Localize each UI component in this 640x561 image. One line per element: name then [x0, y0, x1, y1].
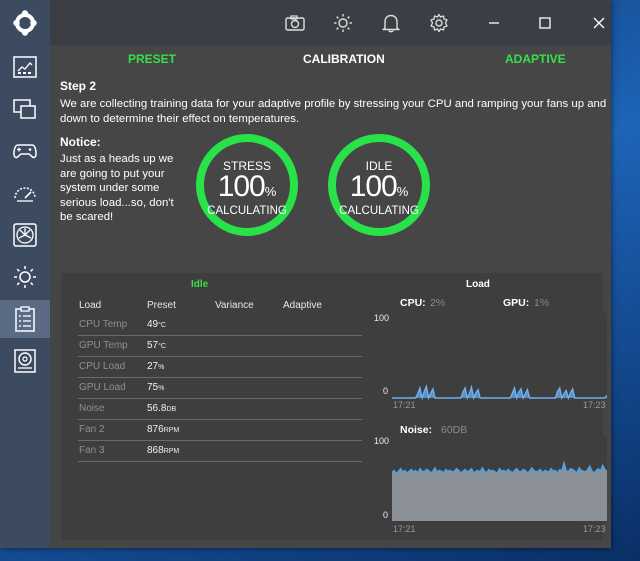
notice-text: Just as a heads up we are going to put y… [60, 153, 174, 223]
app-logo-icon [0, 0, 50, 45]
cpu-label: CPU: [400, 297, 426, 309]
app-window: PRESET CALIBRATION ADAPTIVE Step 2 We ar… [0, 0, 611, 548]
speedometer-icon [14, 187, 36, 202]
row-label: GPU Load [79, 382, 126, 393]
noise-value: 60DB [441, 424, 468, 436]
noise-series-area [392, 462, 607, 521]
sidebar-item-performance[interactable] [0, 174, 50, 212]
table-row: Fan 3 868RPM [78, 441, 362, 462]
step-description: We are collecting training data for your… [60, 98, 607, 125]
gauge-label: STRESS [222, 159, 271, 173]
row-value: 868RPM [147, 445, 180, 456]
close-button[interactable] [589, 13, 609, 33]
column-header-preset: Preset [147, 300, 176, 311]
idle-section-title: Idle [191, 279, 209, 290]
tab-preset[interactable]: PRESET [128, 52, 177, 66]
gpu-value: 1% [534, 297, 550, 309]
row-value: 56.8DB [147, 403, 177, 414]
results-panel: Idle Load Load Preset Variance Adaptive … [61, 273, 607, 540]
noise-series-line [392, 460, 607, 475]
table-row: CPU Load 27% [78, 357, 362, 378]
table-row: Noise 56.8DB [78, 399, 362, 420]
sidebar-item-storage[interactable] [0, 342, 50, 380]
row-label: GPU Temp [79, 340, 128, 351]
sidebar-item-lighting[interactable] [0, 258, 50, 296]
settings-gear-icon[interactable] [429, 13, 449, 33]
gauge-label: IDLE [365, 159, 393, 173]
row-label: CPU Temp [79, 319, 128, 330]
stress-gauge: STRESS 100% CALCULATING [196, 134, 298, 236]
title-bar [0, 0, 611, 45]
y-tick-top: 100 [374, 313, 390, 323]
main-content: PRESET CALIBRATION ADAPTIVE Step 2 We ar… [50, 45, 611, 548]
sidebar-item-profiles[interactable] [0, 300, 50, 338]
y-tick-top: 100 [374, 436, 390, 446]
disk-icon [14, 349, 36, 373]
sidebar-item-cooling[interactable] [0, 216, 50, 254]
row-label: Fan 3 [79, 445, 105, 456]
row-label: Noise [79, 403, 105, 414]
table-row: CPU Temp 49°C [78, 315, 362, 336]
sidebar-item-gaming[interactable] [0, 132, 50, 170]
column-header-load: Load [79, 300, 102, 311]
table-row: GPU Load 75% [78, 378, 362, 399]
sidebar [0, 45, 50, 548]
idle-gauge: IDLE 100% CALCULATING [328, 134, 430, 236]
row-label: Fan 2 [79, 424, 105, 435]
maximize-button[interactable] [535, 13, 555, 33]
dashboard-icon [13, 56, 37, 78]
load-section-title: Load [466, 279, 490, 290]
x-tick-start: 17:21 [393, 524, 416, 534]
column-header-variance: Variance [215, 300, 254, 311]
row-value: 49°C [147, 319, 166, 330]
step-title: Step 2 [60, 79, 97, 93]
table-row: GPU Temp 57°C [78, 336, 362, 357]
cpu-value: 2% [430, 297, 446, 309]
gauge-status: CALCULATING [339, 205, 419, 217]
bell-icon[interactable] [381, 13, 401, 33]
tab-calibration[interactable]: CALIBRATION [303, 52, 385, 66]
x-tick-start: 17:21 [393, 400, 416, 410]
tab-adaptive[interactable]: ADAPTIVE [505, 52, 566, 66]
y-tick-bottom: 0 [383, 386, 389, 396]
row-value: 75% [147, 382, 165, 393]
gauge-status: CALCULATING [207, 205, 287, 217]
camera-icon[interactable] [285, 13, 305, 33]
gauge-percent: 100% [349, 170, 409, 203]
x-tick-end: 17:23 [583, 400, 606, 410]
minimize-button[interactable] [484, 13, 504, 33]
y-tick-bottom: 0 [383, 510, 389, 520]
row-value: 876RPM [147, 424, 180, 435]
x-tick-end: 17:23 [583, 524, 606, 534]
sun-icon [14, 266, 36, 288]
computer-icon [13, 99, 36, 119]
noise-chart [392, 436, 607, 523]
sidebar-item-system[interactable] [0, 90, 50, 128]
brightness-icon[interactable] [333, 13, 353, 33]
row-label: CPU Load [79, 361, 126, 372]
gpu-label: GPU: [503, 297, 530, 309]
row-value: 57°C [147, 340, 166, 351]
clipboard-icon [15, 306, 35, 332]
row-value: 27% [147, 361, 165, 372]
cpu-gpu-load-chart [392, 313, 607, 400]
gamepad-icon [13, 144, 37, 159]
chart-background [392, 313, 607, 400]
noise-label: Noise: [400, 424, 433, 436]
table-row: Fan 2 876RPM [78, 420, 362, 441]
sidebar-item-dashboard[interactable] [0, 48, 50, 86]
load-series-line [392, 383, 607, 400]
fan-icon [13, 223, 37, 247]
column-header-adaptive: Adaptive [283, 300, 322, 311]
notice-title: Notice: [60, 135, 101, 149]
gauge-percent: 100% [217, 170, 277, 203]
